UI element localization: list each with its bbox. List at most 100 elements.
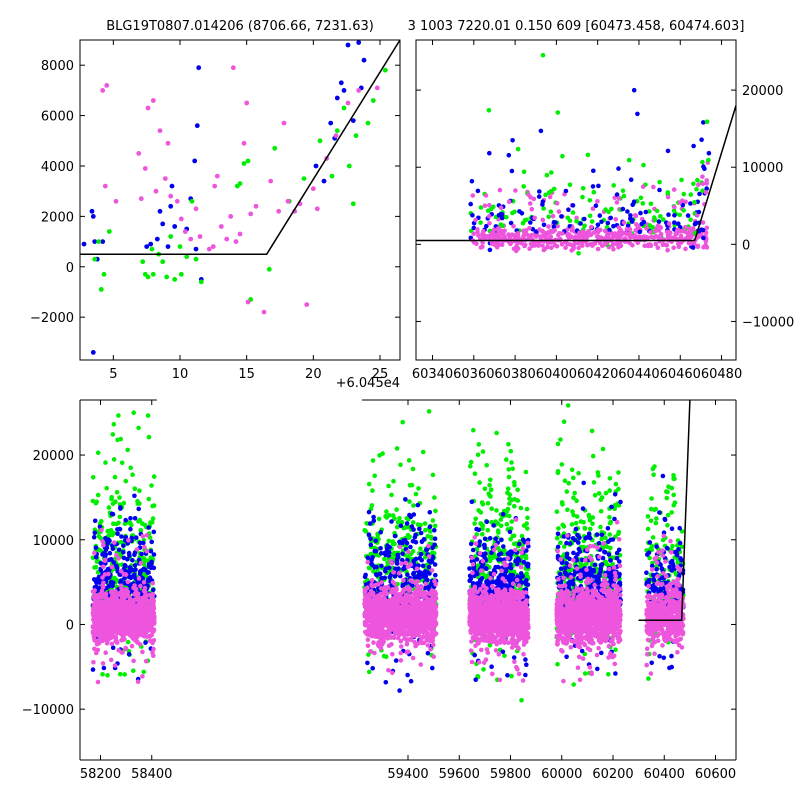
data-point-blue bbox=[402, 538, 408, 543]
data-point-pink bbox=[401, 625, 407, 631]
data-point-pink bbox=[244, 100, 250, 106]
data-point-pink bbox=[387, 601, 392, 606]
data-point-pink bbox=[511, 246, 517, 252]
data-point-green bbox=[122, 672, 127, 677]
data-point-green bbox=[509, 460, 514, 465]
data-point-pink bbox=[141, 579, 147, 585]
data-point-green bbox=[151, 474, 157, 479]
data-point-green bbox=[502, 653, 507, 659]
data-point-green bbox=[395, 520, 401, 525]
data-point-blue bbox=[420, 563, 426, 569]
data-point-blue bbox=[499, 537, 504, 543]
data-point-pink bbox=[641, 234, 647, 239]
data-point-pink bbox=[623, 231, 629, 236]
data-point-pink bbox=[426, 554, 432, 559]
data-point-blue bbox=[590, 184, 596, 189]
data-point-green bbox=[172, 277, 178, 282]
data-point-blue bbox=[685, 213, 691, 218]
data-point-green bbox=[418, 546, 423, 551]
data-point-blue bbox=[94, 580, 99, 585]
data-point-blue bbox=[356, 40, 362, 45]
data-point-blue bbox=[92, 239, 98, 245]
data-point-blue bbox=[599, 219, 604, 225]
data-point-pink bbox=[393, 593, 399, 599]
data-point-green bbox=[512, 497, 518, 502]
data-point-pink bbox=[150, 629, 156, 635]
data-point-blue bbox=[631, 87, 637, 93]
data-point-green bbox=[141, 556, 147, 561]
data-point-green bbox=[493, 519, 498, 524]
data-point-pink bbox=[476, 233, 481, 238]
data-point-pink bbox=[570, 226, 575, 231]
data-point-pink bbox=[365, 559, 371, 565]
data-point-green bbox=[111, 531, 117, 536]
data-point-green bbox=[694, 186, 699, 192]
data-point-green bbox=[567, 182, 573, 188]
data-point-blue bbox=[369, 557, 375, 562]
data-point-pink bbox=[101, 542, 106, 548]
data-point-blue bbox=[89, 208, 95, 214]
data-point-green bbox=[423, 527, 428, 533]
data-point-green bbox=[406, 535, 412, 540]
data-point-blue bbox=[393, 658, 399, 663]
data-point-blue bbox=[509, 168, 515, 174]
data-point-pink bbox=[391, 619, 396, 624]
data-point-pink bbox=[137, 632, 142, 637]
data-point-blue bbox=[157, 208, 163, 214]
data-point-pink bbox=[363, 593, 368, 599]
data-point-blue bbox=[628, 177, 634, 182]
data-point-pink bbox=[416, 628, 421, 633]
data-point-blue bbox=[129, 535, 135, 541]
data-point-pink bbox=[616, 225, 622, 230]
data-point-pink bbox=[560, 231, 565, 236]
data-point-green bbox=[506, 467, 512, 472]
data-point-pink bbox=[106, 571, 111, 577]
data-point-pink bbox=[636, 224, 641, 229]
panel-top-left: BLG19T0807.014206 (8706.66, 7231.63) 5 10… bbox=[30, 19, 401, 382]
data-point-green bbox=[400, 419, 406, 425]
data-point-pink bbox=[100, 88, 106, 93]
data-point-green bbox=[549, 170, 554, 175]
data-point-green bbox=[137, 488, 142, 494]
data-point-pink bbox=[493, 237, 499, 242]
data-point-blue bbox=[143, 640, 148, 645]
data-point-pink bbox=[433, 610, 439, 616]
data-point-green bbox=[380, 451, 385, 456]
data-point-pink bbox=[473, 217, 478, 223]
data-point-blue bbox=[427, 510, 433, 515]
data-point-green bbox=[481, 667, 486, 672]
data-point-green bbox=[681, 191, 687, 197]
data-point-pink bbox=[146, 626, 152, 632]
data-point-pink bbox=[125, 579, 131, 585]
data-point-blue bbox=[121, 550, 126, 555]
data-point-blue bbox=[104, 537, 110, 543]
data-point-green bbox=[272, 145, 278, 151]
x-tick-label: 60380 bbox=[494, 367, 535, 382]
data-point-green bbox=[491, 204, 496, 210]
data-point-pink bbox=[388, 634, 394, 640]
data-point-pink bbox=[379, 580, 384, 585]
data-point-blue bbox=[643, 209, 649, 215]
data-point-blue bbox=[467, 578, 473, 583]
data-point-pink bbox=[673, 231, 678, 237]
data-point-pink bbox=[138, 583, 143, 589]
data-point-green bbox=[611, 183, 616, 188]
data-point-blue bbox=[146, 525, 151, 530]
data-point-pink bbox=[368, 626, 373, 631]
data-point-green bbox=[411, 503, 416, 508]
data-point-pink bbox=[632, 233, 637, 238]
data-point-pink bbox=[197, 234, 203, 239]
data-point-pink bbox=[165, 140, 171, 146]
data-point-blue bbox=[403, 497, 408, 502]
data-point-pink bbox=[611, 232, 616, 238]
data-point-pink bbox=[399, 644, 404, 649]
data-point-blue bbox=[133, 576, 138, 581]
data-point-pink bbox=[565, 233, 571, 239]
data-point-green bbox=[386, 483, 391, 489]
data-point-blue bbox=[489, 664, 494, 669]
data-point-pink bbox=[498, 205, 504, 211]
data-point-green bbox=[112, 474, 118, 480]
data-point-green bbox=[641, 162, 646, 168]
data-point-blue bbox=[475, 188, 481, 194]
data-point-blue bbox=[141, 540, 146, 546]
